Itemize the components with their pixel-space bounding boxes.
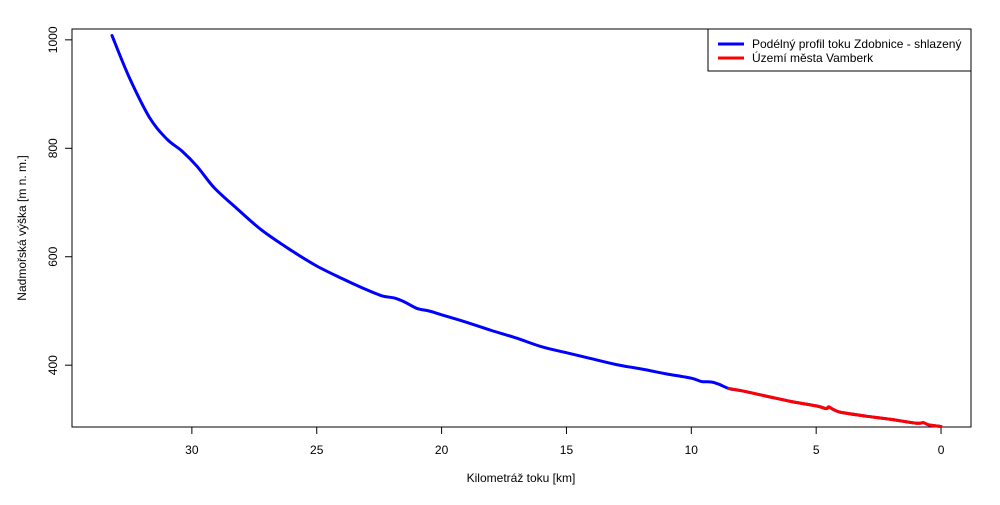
series-layer — [110, 34, 943, 428]
y-axis: 400 600 800 1000 — [46, 26, 73, 375]
legend-box — [707, 28, 972, 72]
plot-frame — [71, 28, 972, 428]
x-tick-label: 20 — [435, 443, 449, 457]
x-tick-label: 25 — [310, 443, 324, 457]
x-tick-label: 0 — [938, 443, 945, 457]
legend-label-profile: Podélný profil toku Zdobnice - shlazený — [752, 37, 961, 51]
y-tick-label: 1000 — [46, 26, 60, 53]
series-line-profile — [110, 34, 943, 428]
x-tick-label: 15 — [560, 443, 574, 457]
y-axis-title: Nadmořská výška [m n. m.] — [15, 155, 29, 300]
y-tick-label: 600 — [46, 246, 60, 266]
x-tick-label: 30 — [185, 443, 199, 457]
legend: Podélný profil toku Zdobnice - shlazený … — [707, 28, 972, 72]
y-tick-label: 800 — [46, 138, 60, 158]
series-line-town — [727, 387, 943, 428]
y-tick-label: 400 — [46, 355, 60, 375]
legend-label-town: Území města Vamberk — [752, 50, 874, 65]
x-axis: 30 25 20 15 10 5 0 — [185, 426, 945, 457]
x-axis-title: Kilometráž toku [km] — [467, 471, 576, 485]
x-tick-label: 5 — [813, 443, 820, 457]
x-tick-label: 10 — [685, 443, 699, 457]
